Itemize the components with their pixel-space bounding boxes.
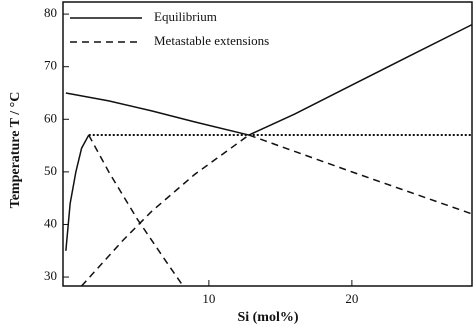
y-tick-label: 60 [44, 110, 57, 125]
y-axis-title: Temperature T / °C [8, 92, 23, 209]
curve [248, 23, 473, 136]
y-tick-label: 50 [44, 163, 57, 178]
curve [65, 92, 250, 136]
y-tick-label: 80 [44, 5, 57, 20]
y-tick-label: 30 [44, 268, 57, 283]
x-tick-label: 10 [202, 291, 215, 306]
y-tick-label: 40 [44, 215, 57, 230]
legend-label: Equilibrium [154, 9, 217, 24]
curve [88, 134, 184, 287]
curve [81, 134, 250, 287]
x-tick-label: 20 [345, 291, 358, 306]
x-axis-title: Si (mol%) [237, 310, 298, 325]
y-tick-label: 70 [44, 58, 57, 73]
legend-label: Metastable extensions [154, 33, 269, 48]
curve [248, 134, 473, 215]
plot-frame [62, 1, 473, 287]
curve [65, 134, 90, 251]
